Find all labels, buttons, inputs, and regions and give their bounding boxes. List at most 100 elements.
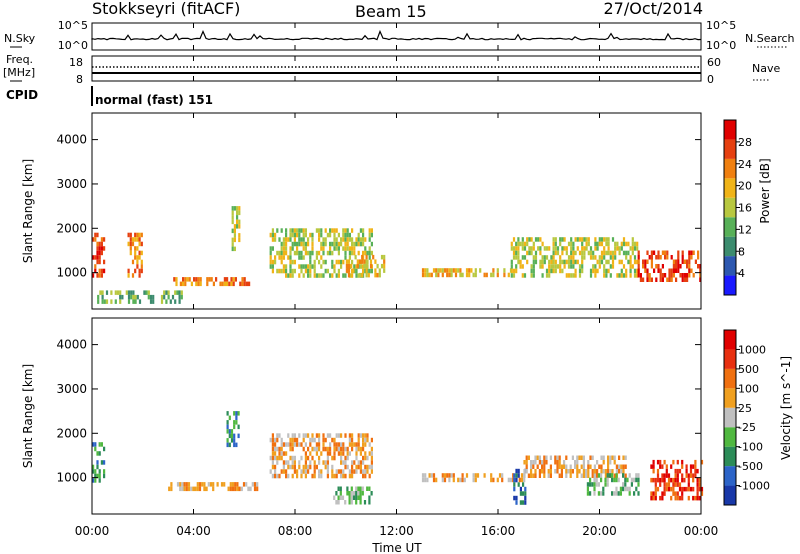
echo-cell [686, 259, 689, 264]
echo-cell [609, 455, 612, 460]
echo-cell [223, 281, 226, 287]
echo-cell [355, 241, 358, 247]
noise-right-tick-bottom: 10^0 [706, 39, 736, 52]
echo-cell [688, 255, 691, 260]
echo-cell [572, 255, 575, 260]
echo-cell [589, 477, 592, 483]
echo-cell [563, 259, 566, 265]
echo-cell [298, 237, 301, 242]
echo-cell [661, 273, 664, 278]
echo-cell [596, 241, 599, 247]
echo-cell [526, 250, 529, 256]
echo-cell [355, 464, 358, 470]
echo-cell [235, 415, 238, 421]
echo-cell [633, 246, 637, 251]
echo-cell [335, 446, 338, 452]
echo-cell [525, 464, 528, 469]
echo-cell [525, 455, 528, 460]
echo-cell [670, 277, 673, 282]
echo-cell [538, 473, 541, 478]
echo-cell [522, 500, 525, 505]
echo-cell [554, 268, 557, 274]
echo-cell [355, 495, 358, 500]
echo-cell [256, 486, 259, 492]
echo-cell [132, 290, 135, 295]
echo-cell [353, 246, 356, 251]
echo-cell [545, 273, 549, 278]
echo-cell [344, 455, 347, 461]
echo-cell [593, 473, 596, 478]
echo-cell [298, 241, 301, 247]
echo-cell [100, 268, 103, 274]
echo-cell [228, 281, 231, 287]
echo-cell [678, 468, 682, 474]
echo-cell [282, 250, 285, 256]
echo-cell [348, 255, 351, 260]
echo-cell [300, 255, 303, 260]
echo-cell [570, 259, 573, 265]
echo-cell [276, 460, 279, 465]
echo-cell [92, 442, 95, 447]
echo-cell [342, 273, 345, 278]
echo-cell [347, 272, 351, 278]
echo-cell [340, 241, 343, 247]
echo-cell [528, 237, 531, 242]
echo-cell [569, 473, 572, 478]
echo-cell [472, 473, 475, 478]
echo-cell [285, 228, 288, 233]
echo-cell [374, 259, 377, 264]
echo-cell [307, 455, 310, 461]
echo-cell [583, 250, 586, 256]
echo-cell [322, 241, 325, 247]
echo-cell [280, 268, 283, 274]
echo-cell [538, 455, 541, 460]
echo-cell [611, 259, 615, 265]
echo-cell [285, 268, 288, 274]
echo-cell [582, 460, 585, 465]
echo-cell [667, 477, 671, 483]
echo-cell [274, 469, 277, 474]
echo-cell [184, 281, 187, 287]
echo-cell [346, 246, 349, 251]
echo-cell [362, 460, 365, 465]
echo-cell [614, 246, 617, 251]
echo-cell [271, 232, 274, 238]
echo-cell [569, 464, 572, 469]
echo-cell [607, 246, 610, 251]
echo-cell [302, 464, 305, 470]
echo-cell [315, 255, 318, 260]
echo-cell [293, 437, 296, 443]
echo-cell [342, 259, 345, 265]
echo-cell [331, 437, 334, 443]
echo-cell [331, 241, 334, 247]
echo-cell [441, 268, 444, 273]
echo-cell [103, 469, 106, 474]
echo-cell [572, 259, 575, 265]
echo-cell [421, 473, 425, 478]
echo-cell [587, 469, 590, 474]
echo-cell [357, 460, 360, 465]
echo-cell [593, 482, 596, 487]
echo-cell [578, 455, 581, 460]
echo-cell [510, 268, 513, 274]
echo-cell [600, 473, 603, 478]
echo-cell [563, 246, 566, 251]
echo-cell [92, 273, 95, 278]
echo-cell [304, 442, 307, 447]
echo-cell [534, 250, 538, 256]
echo-cell [351, 246, 354, 251]
echo-cell [561, 268, 564, 274]
echo-cell [541, 460, 544, 465]
echo-cell [289, 232, 292, 238]
echo-cell [688, 273, 691, 278]
echo-cell [567, 264, 571, 269]
echo-cell [347, 259, 351, 264]
echo-cell [302, 232, 305, 238]
echo-cell [370, 460, 373, 465]
echo-cell [530, 273, 533, 278]
echo-cell [356, 263, 359, 269]
echo-cell [238, 237, 241, 243]
echo-cell [362, 268, 365, 274]
echo-cell [642, 259, 645, 264]
echo-cell [459, 477, 462, 483]
